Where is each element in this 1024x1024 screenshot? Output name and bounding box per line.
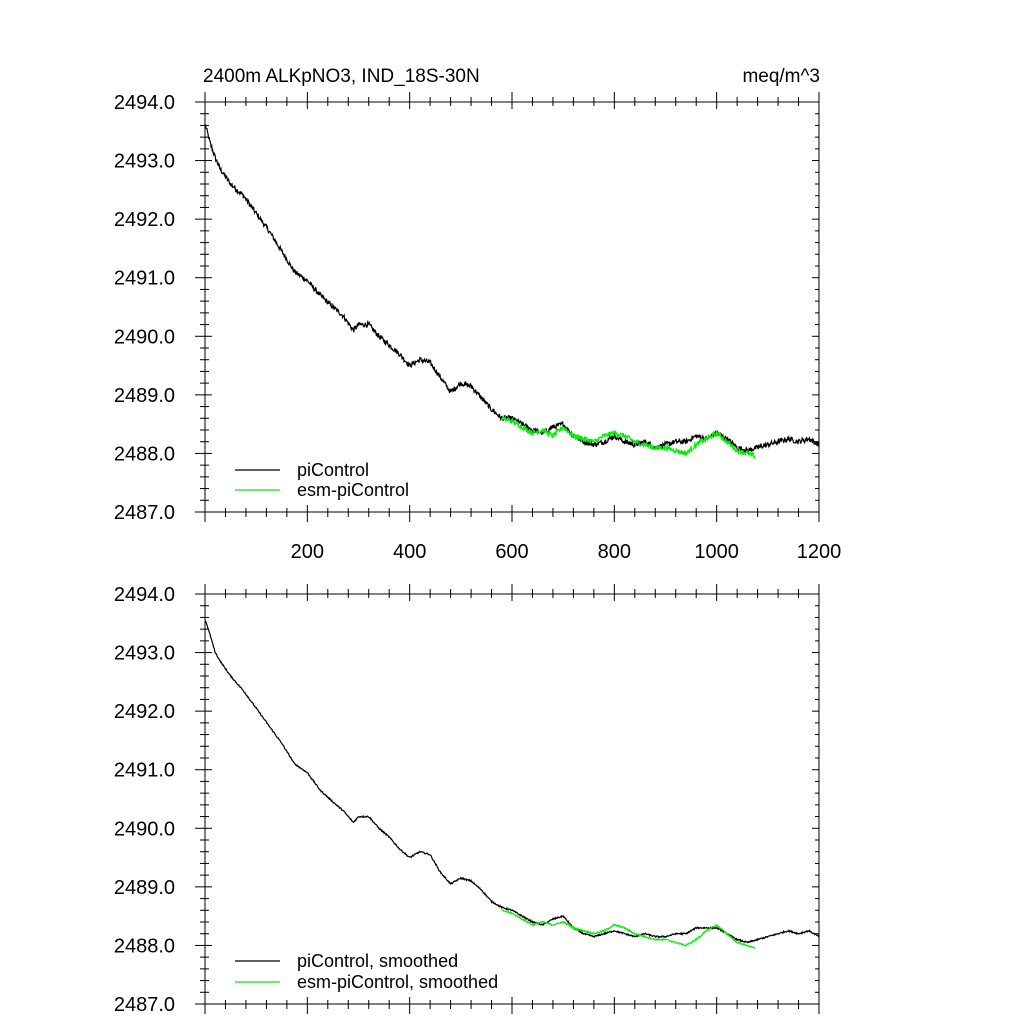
y-tick-label: 2489.0 (114, 877, 175, 899)
bottom-y-tick-labels: 2487.0 2488.0 2489.0 2490.0 2491.0 2492.0 2493… (114, 584, 175, 1016)
y-tick-label: 2488.0 (114, 935, 175, 957)
series-line-picontrol (204, 124, 820, 454)
series-line-picontrol-smoothed (204, 620, 820, 944)
chart-title: 2400m ALKpNO3, IND_18S-30N (203, 66, 480, 87)
series-line-esm-picontrol (501, 415, 756, 460)
y-tick-label: 2493.0 (114, 643, 175, 665)
x-tick-label: 200 (291, 541, 324, 563)
x-tick-label: 600 (495, 541, 528, 563)
legend-label-esm-picontrol-smoothed: esm-piControl, smoothed (297, 972, 498, 992)
y-tick-label: 2494.0 (114, 584, 175, 606)
bottom-legend: piControl, smoothed esm-piControl, smoot… (235, 951, 498, 992)
bottom-panel: 2487.0 2488.0 2489.0 2490.0 2491.0 2492.0 2493… (114, 584, 820, 1016)
top-series-group (204, 124, 820, 460)
legend-label-picontrol: piControl (297, 460, 369, 480)
y-tick-label: 2494.0 (114, 92, 175, 114)
bottom-plot-frame (204, 593, 820, 1005)
bottom-series-group (204, 620, 820, 949)
y-tick-label: 2487.0 (114, 994, 175, 1016)
units-label: meq/m^3 (742, 66, 820, 87)
top-plot-frame (204, 101, 820, 513)
series-line-esm-picontrol-smoothed (501, 909, 756, 949)
y-tick-label: 2487.0 (114, 502, 175, 524)
legend-label-picontrol-smoothed: piControl, smoothed (297, 951, 458, 971)
y-tick-label: 2492.0 (114, 209, 175, 231)
y-tick-label: 2492.0 (114, 701, 175, 723)
top-panel: 2400m ALKpNO3, IND_18S-30N meq/m^3 2487.… (114, 66, 841, 563)
y-tick-label: 2490.0 (114, 818, 175, 840)
top-y-tick-labels: 2487.0 2488.0 2489.0 2490.0 2491.0 2492.0 2493… (114, 92, 175, 524)
legend-label-esm-picontrol: esm-piControl (297, 480, 409, 500)
y-tick-label: 2490.0 (114, 326, 175, 348)
top-x-tick-labels: 200 400 600 800 1000 1200 (291, 541, 842, 563)
y-tick-label: 2491.0 (114, 760, 175, 782)
x-tick-label: 800 (598, 541, 631, 563)
x-tick-label: 400 (393, 541, 426, 563)
y-tick-label: 2488.0 (114, 443, 175, 465)
y-tick-label: 2491.0 (114, 268, 175, 290)
x-tick-label: 1200 (797, 541, 842, 563)
x-tick-label: 1000 (694, 541, 739, 563)
top-axis-ticks (195, 92, 820, 522)
y-tick-label: 2493.0 (114, 151, 175, 173)
y-tick-label: 2489.0 (114, 385, 175, 407)
bottom-axis-ticks (195, 584, 820, 1014)
top-legend: piControl esm-piControl (235, 460, 409, 500)
